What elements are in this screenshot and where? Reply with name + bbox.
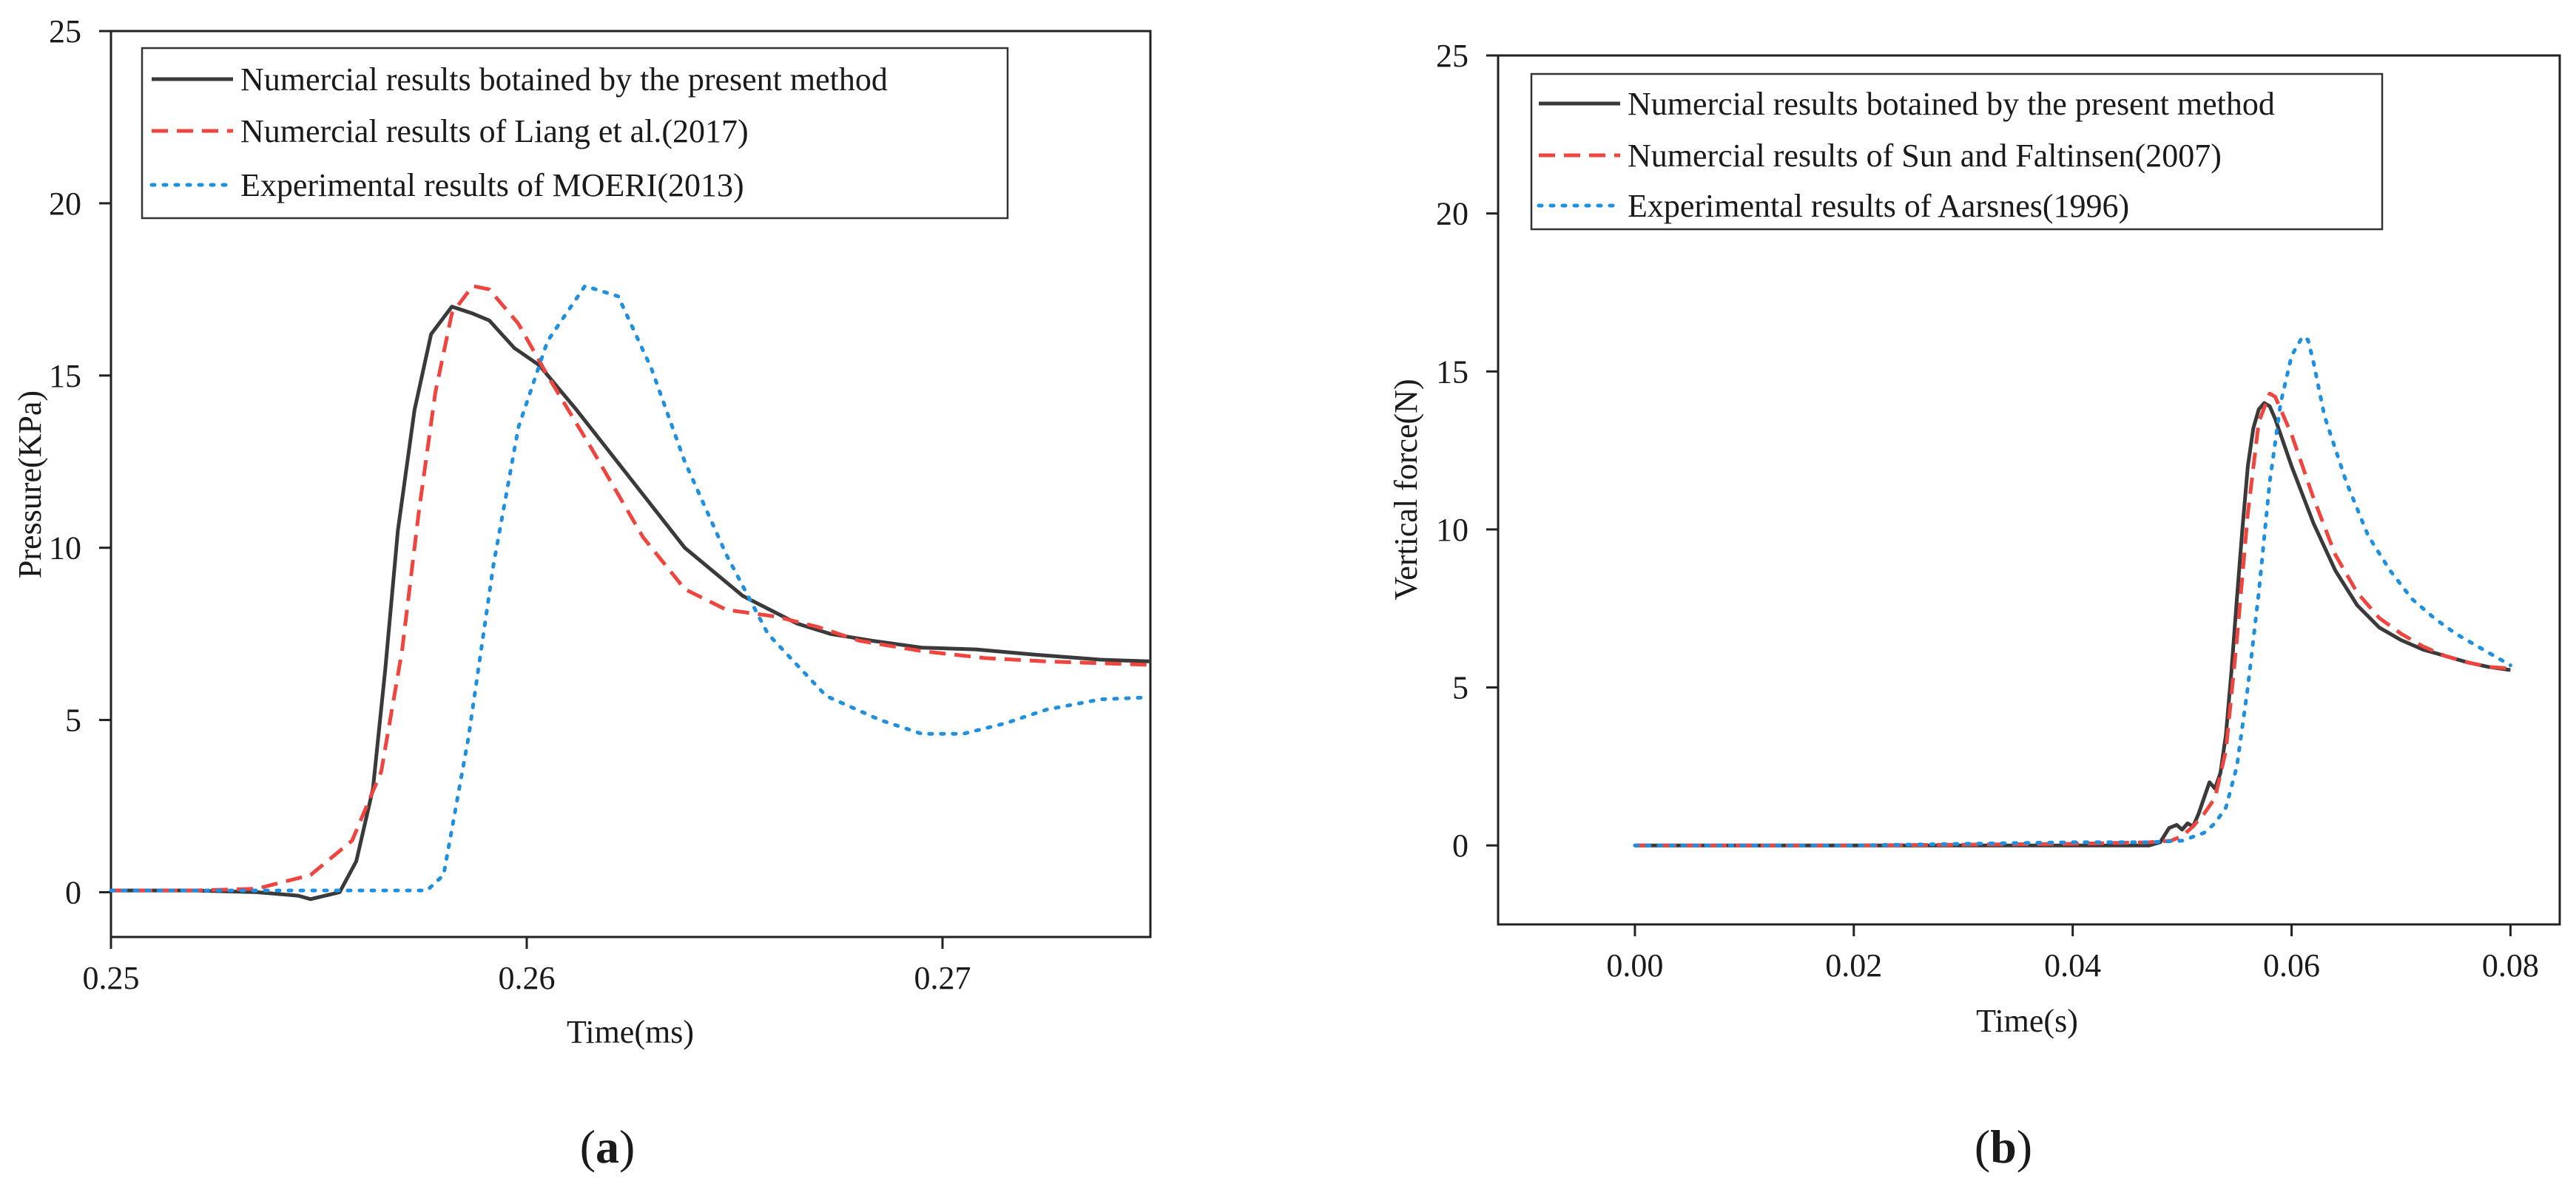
panel-b-x-tick-label: 0.04 [2044,947,2101,984]
panel-a-y-tick-label: 5 [65,703,81,739]
panel-b-x-tick-label: 0.02 [1825,947,1882,984]
panel-a-x-tick-label: 0.25 [83,960,140,996]
panel-a-chart: 0.25 0.26 0.27 0 5 10 15 20 25 Numercial results… [12,13,1152,1173]
panel-b-x-tick-label: 0.06 [2263,947,2320,984]
panel-a-y-tick-label: 15 [49,358,81,394]
panel-a-series-2-line [111,284,1151,893]
panel-b-legend-label-present: Numercial results botained by the presen… [1628,86,2275,122]
panel-a-y-tick-label: 20 [49,186,81,222]
panel-b-y-tick-label: 5 [1452,670,1469,706]
panel-a-legend: Numercial results botained by the presen… [141,47,1009,220]
panel-b-plot-frame [1497,54,2561,926]
panel-b-y-tick-label: 0 [1452,828,1469,864]
panel-b-caption-letter: b [1990,1120,2017,1173]
panel-b-caption: (b) [1975,1120,2032,1173]
panel-a-y-tick-label: 0 [65,874,81,910]
panel-a-legend-label-liang: Numercial results of Liang et al.(2017) [240,113,749,149]
panel-a-x-axis-label: Time(ms) [567,1014,694,1050]
panel-b-series-2-line [1634,391,2511,848]
panel-a-plot-frame [109,30,1152,938]
panel-a-legend-box [141,47,1009,220]
panel-a-y-axis-label: Pressure(KPa) [12,390,48,578]
panel-a-y-tick-label: 25 [49,13,81,50]
panel-b-y-tick-label: 10 [1436,512,1469,548]
panel-b-ticks: 0.00 0.02 0.04 0.06 0.08 0 5 10 15 20 25 [1436,38,2539,984]
panel-a-series-group [109,284,1151,901]
panel-b-y-axis-label: Vertical force(N) [1388,379,1424,600]
panel-a-ticks: 0.25 0.26 0.27 0 5 10 15 20 25 [49,13,971,996]
panel-a-caption: (a) [580,1120,635,1173]
panel-a-y-tick-label: 10 [49,530,81,566]
panel-b-x-tick-label: 0.00 [1606,947,1663,984]
panel-a-x-tick-label: 0.27 [914,960,971,996]
panel-a-series-3-line [109,284,1144,893]
panel-b-series-group [1633,334,2512,848]
panel-b-y-tick-label: 20 [1436,196,1469,232]
panel-a-legend-label-present: Numercial results botained by the presen… [240,61,888,98]
panel-a-caption-letter: a [596,1120,619,1173]
panel-b-y-tick-label: 15 [1436,353,1469,390]
panel-a-series-1-line [111,305,1151,901]
panel-b-series-1-line [1634,401,2511,848]
panel-b-y-tick-label: 25 [1436,38,1469,74]
panel-b-x-tick-label: 0.08 [2482,947,2539,984]
panel-b-legend-box [1530,72,2384,231]
panel-b-legend-label-aarsnes: Experimental results of Aarsnes(1996) [1628,188,2129,224]
panel-b-series-3-line [1633,334,2512,848]
panel-b-x-axis-label: Time(s) [1976,1003,2078,1039]
panel-b-legend: Numercial results botained by the presen… [1530,72,2384,231]
panel-b-legend-label-sun: Numercial results of Sun and Faltinsen(2… [1628,138,2222,174]
panel-a-x-tick-label: 0.26 [499,960,556,996]
panel-a-legend-label-moeri: Experimental results of MOERI(2013) [240,167,744,203]
panel-b-chart: 0.00 0.02 0.04 0.06 0.08 0 5 10 15 20 25 Numercial… [1388,38,2561,1173]
